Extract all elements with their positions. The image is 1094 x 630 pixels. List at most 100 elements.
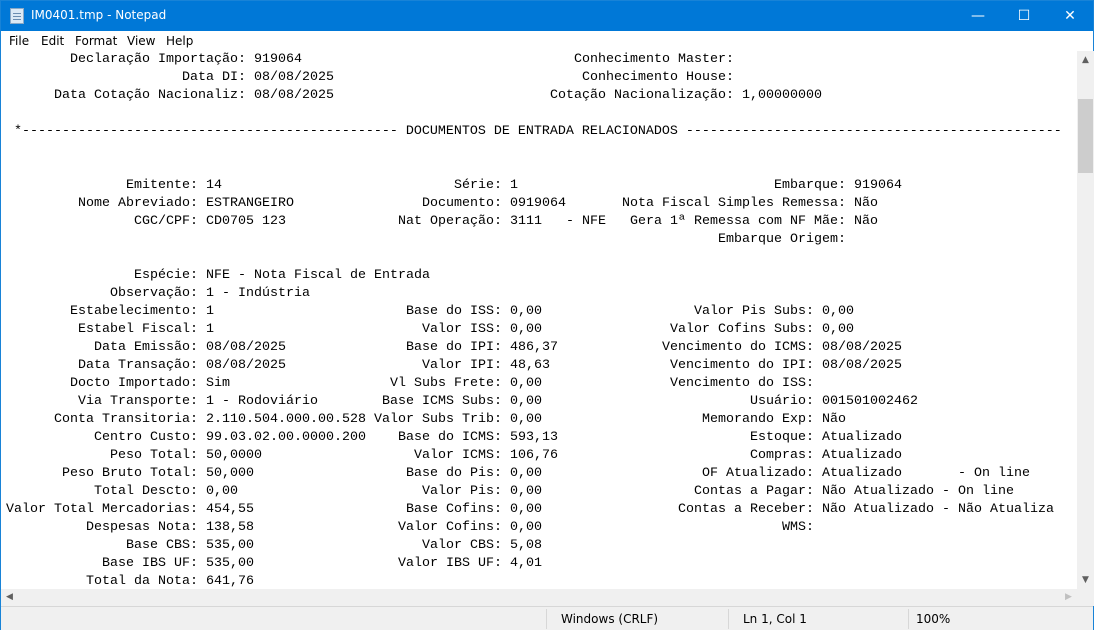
- field-label: Centro Custo:: [94, 430, 198, 445]
- field-label: Valor IBS UF:: [398, 556, 502, 571]
- field-value: 50,000: [206, 466, 254, 481]
- scroll-down-icon[interactable]: ▼: [1082, 575, 1089, 585]
- field-label: Usuário:: [750, 394, 814, 409]
- field-value: 919064: [854, 178, 902, 193]
- field-value: 0,00: [510, 322, 542, 337]
- field-label: Valor ISS:: [422, 322, 502, 337]
- field-label: Data DI:: [182, 70, 246, 85]
- field-label: Gera 1ª Remessa com NF Mãe:: [630, 214, 846, 229]
- status-line-ending: Windows (CRLF): [561, 612, 659, 626]
- maximize-button[interactable]: ☐: [1001, 1, 1047, 31]
- field-label: Estoque:: [750, 430, 814, 445]
- field-label: Total da Nota:: [86, 574, 198, 589]
- field-label: Valor Cofins:: [398, 520, 502, 535]
- section-separator: *---------------------------------------…: [6, 124, 1062, 139]
- field-value: 5,08: [510, 538, 542, 553]
- field-value: 08/08/2025: [206, 358, 286, 373]
- menu-file[interactable]: File: [9, 34, 30, 48]
- field-label: Vencimento do IPI:: [670, 358, 814, 373]
- field-label: Valor Cofins Subs:: [670, 322, 814, 337]
- scroll-up-icon[interactable]: ▲: [1082, 55, 1089, 65]
- field-value: 641,76: [206, 574, 254, 589]
- field-label: Via Transporte:: [78, 394, 198, 409]
- close-button[interactable]: ✕: [1047, 1, 1093, 31]
- field-value: 0,00: [510, 394, 542, 409]
- scroll-left-icon[interactable]: ◀: [6, 592, 13, 602]
- field-value: 001501002462: [822, 394, 918, 409]
- field-label: Data Cotação Nacionaliz:: [54, 88, 246, 103]
- field-value: 0,00: [822, 322, 854, 337]
- field-value: NFE - Nota Fiscal de Entrada: [206, 268, 430, 283]
- field-value: 0,00: [510, 466, 542, 481]
- field-label: Vl Subs Frete:: [390, 376, 502, 391]
- field-label: CGC/CPF:: [134, 214, 198, 229]
- field-label: Base do IPI:: [406, 340, 502, 355]
- field-value: 919064: [254, 52, 302, 67]
- field-value: 0,00: [510, 520, 542, 535]
- field-value: 454,55: [206, 502, 254, 517]
- field-label: Estabel Fiscal:: [78, 322, 198, 337]
- vertical-scroll-thumb[interactable]: [1078, 99, 1093, 173]
- field-label: Valor Pis:: [422, 484, 502, 499]
- field-value: 486,37: [510, 340, 558, 355]
- maximize-icon: ☐: [1017, 8, 1031, 24]
- horizontal-scrollbar[interactable]: ◀ ▶: [1, 589, 1077, 606]
- menu-help[interactable]: Help: [166, 34, 194, 48]
- field-value: 1,00000000: [742, 88, 822, 103]
- menu-view[interactable]: View: [127, 34, 156, 48]
- field-label: Base do ICMS:: [398, 430, 502, 445]
- field-value: 593,13: [510, 430, 558, 445]
- status-zoom: 100%: [916, 612, 951, 626]
- field-label: Peso Total:: [110, 448, 198, 463]
- field-label: Base IBS UF:: [102, 556, 198, 571]
- scrollbar-corner: [1077, 589, 1094, 606]
- field-label: Conhecimento Master:: [574, 52, 734, 67]
- status-divider: [728, 609, 729, 629]
- field-value: Sim: [206, 376, 230, 391]
- field-label: Data Transação:: [78, 358, 198, 373]
- menu-edit[interactable]: Edit: [41, 34, 65, 48]
- field-value: 1: [510, 178, 518, 193]
- vertical-scrollbar[interactable]: ▲ ▼: [1077, 51, 1094, 589]
- minimize-icon: —: [971, 8, 985, 24]
- field-value: 0,00: [510, 304, 542, 319]
- field-value: 0,00: [206, 484, 238, 499]
- field-value: Atualizado: [822, 448, 902, 463]
- field-label: Valor Total Mercadorias:: [6, 502, 198, 517]
- field-label: Memorando Exp:: [702, 412, 814, 427]
- field-value: 0,00: [510, 484, 542, 499]
- field-value: 535,00: [206, 538, 254, 553]
- field-value: 4,01: [510, 556, 542, 571]
- field-label: Nat Operação:: [398, 214, 502, 229]
- status-bar: Windows (CRLF) Ln 1, Col 1 100%: [1, 606, 1093, 630]
- field-label: OF Atualizado:: [702, 466, 814, 481]
- field-label: Cotação Nacionalização:: [550, 88, 734, 103]
- field-value: 1 - Rodoviário: [206, 394, 318, 409]
- menu-format[interactable]: Format: [75, 34, 118, 48]
- scroll-right-icon[interactable]: ▶: [1065, 592, 1072, 602]
- field-label: Compras:: [750, 448, 814, 463]
- field-label: Contas a Pagar:: [694, 484, 814, 499]
- field-value: 106,76: [510, 448, 558, 463]
- field-label: Base do ISS:: [406, 304, 502, 319]
- title-bar[interactable]: IM0401.tmp - Notepad — ☐ ✕: [1, 1, 1093, 31]
- field-value: 1 - Indústria: [206, 286, 310, 301]
- field-value: CD0705 123: [206, 214, 286, 229]
- text-editor[interactable]: Declaração Importação: 919064 Conhecimento…: [1, 51, 1077, 589]
- field-value: 0,00: [510, 412, 542, 427]
- field-label: Vencimento do ISS:: [670, 376, 814, 391]
- field-value: 14: [206, 178, 222, 193]
- close-icon: ✕: [1064, 8, 1076, 24]
- field-value: 0,00: [822, 304, 854, 319]
- field-value: 138,58: [206, 520, 254, 535]
- field-value: 08/08/2025: [254, 70, 334, 85]
- field-label: Nome Abreviado:: [78, 196, 198, 211]
- status-cursor-position: Ln 1, Col 1: [743, 612, 807, 626]
- field-value: Atualizado: [822, 430, 902, 445]
- field-label: Vencimento do ICMS:: [662, 340, 814, 355]
- field-label: Conhecimento House:: [582, 70, 734, 85]
- field-label: Conta Transitoria:: [54, 412, 198, 427]
- minimize-button[interactable]: —: [955, 1, 1001, 31]
- field-value: 535,00: [206, 556, 254, 571]
